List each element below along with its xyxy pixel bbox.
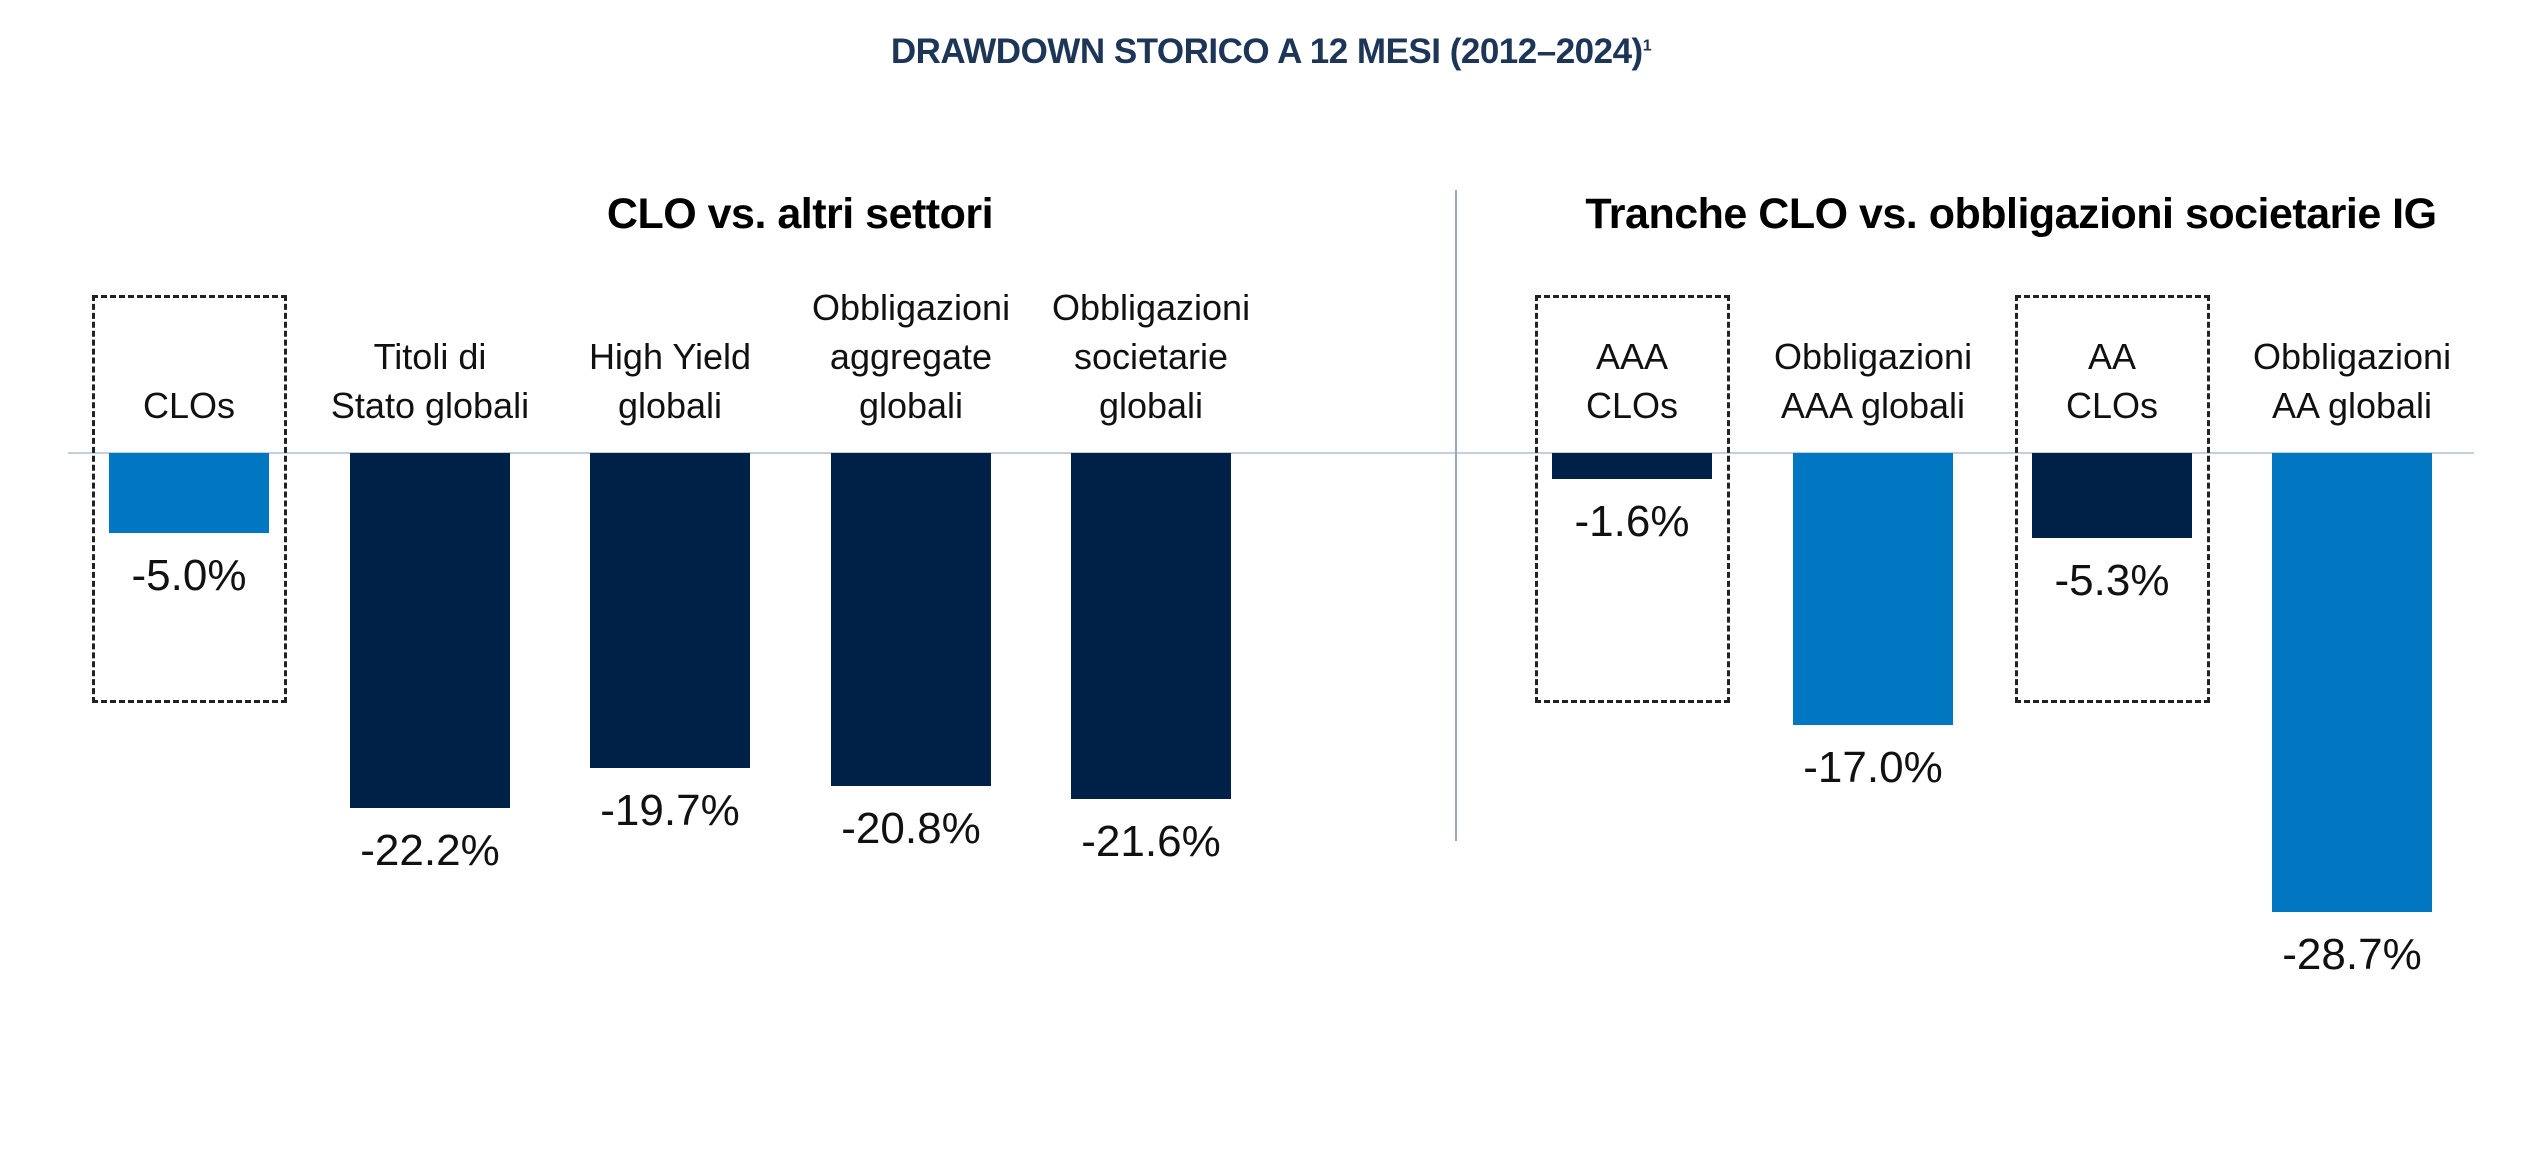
value-label: -20.8%: [841, 803, 981, 853]
value-label: -22.2%: [360, 826, 500, 876]
bar: [350, 453, 510, 809]
category-label: Obbligazioni societarie globali: [1051, 287, 1251, 426]
highlight-box: [92, 295, 287, 703]
title-text: DRAWDOWN STORICO A 12 MESI (2012–2024): [890, 32, 1643, 71]
category-label: CLOs: [142, 385, 236, 426]
bar: [831, 453, 991, 786]
highlight-box: [1535, 295, 1730, 703]
value-label: -28.7%: [2282, 930, 2422, 980]
value-label: -1.6%: [1574, 496, 1690, 546]
divider: [1455, 190, 1457, 841]
bar: [590, 453, 750, 769]
category-label: Titoli di Stato globali: [330, 336, 530, 426]
category-label: Obbligazioni aggregate globali: [811, 287, 1011, 426]
bar: [2032, 453, 2192, 538]
value-label: -19.7%: [600, 786, 740, 836]
category-label: Obbligazioni AA globali: [2252, 336, 2452, 426]
title-footnote: 1: [1642, 37, 1652, 55]
page-title: DRAWDOWN STORICO A 12 MESI (2012–2024)1: [0, 32, 2542, 72]
highlight-box: [2015, 295, 2210, 703]
chart-subtitle: Tranche CLO vs. obbligazioni societarie …: [1585, 190, 2437, 238]
category-label: High Yield globali: [588, 336, 752, 426]
bar: [1071, 453, 1231, 799]
category-label: AA CLOs: [2065, 336, 2159, 426]
bar: [1793, 453, 1953, 725]
bar: [2272, 453, 2432, 913]
value-label: -17.0%: [1803, 743, 1943, 792]
value-label: -21.6%: [1081, 816, 1221, 866]
baseline: [68, 452, 2474, 454]
category-label: Obbligazioni AAA globali: [1773, 336, 1973, 426]
bar: [1552, 453, 1712, 479]
value-label: -5.3%: [2054, 555, 2170, 605]
chart-subtitle: CLO vs. altri settori: [606, 190, 994, 238]
bar: [109, 453, 269, 533]
category-label: AAA CLOs: [1585, 336, 1679, 426]
value-label: -5.0%: [131, 551, 247, 600]
